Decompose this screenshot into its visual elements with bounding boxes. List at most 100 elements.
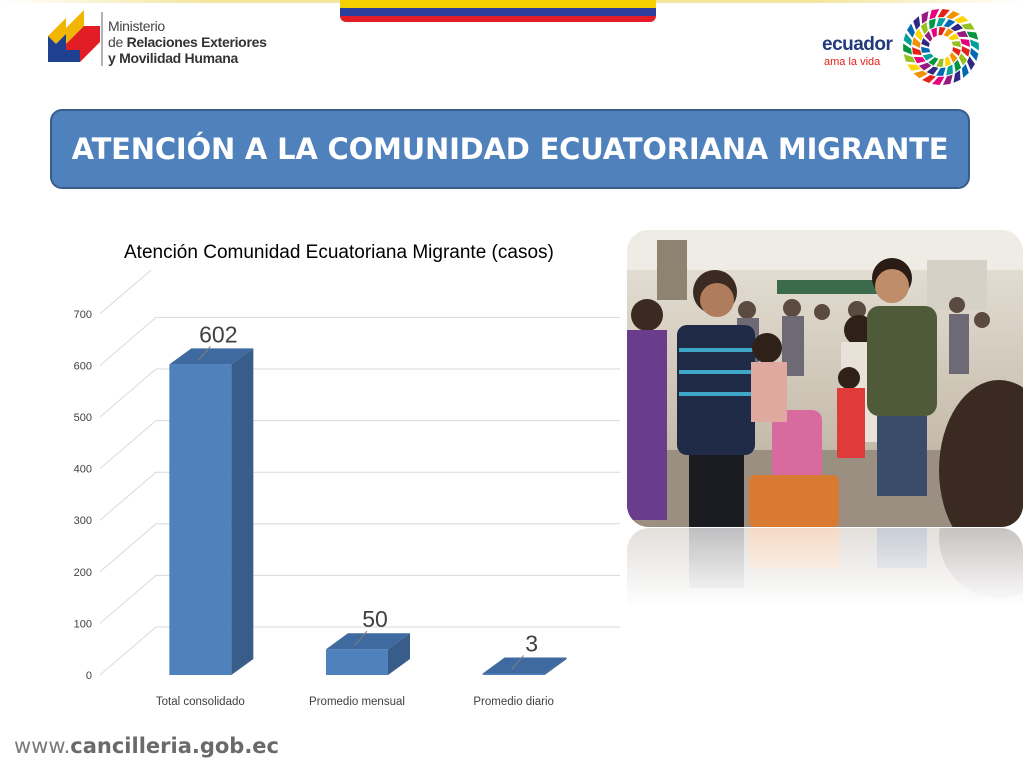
swirl-segment bbox=[936, 18, 946, 27]
swirl-segment bbox=[907, 64, 921, 71]
x-category-label: Promedio mensual bbox=[309, 696, 405, 708]
swirl-segment bbox=[970, 39, 979, 51]
page-title: ATENCIÓN A LA COMUNIDAD ECUATORIANA MIGR… bbox=[71, 132, 949, 166]
grid-diagonal bbox=[99, 317, 157, 366]
swirl-segment bbox=[932, 76, 945, 85]
flag-strip bbox=[340, 0, 656, 22]
url-prefix: www. bbox=[14, 734, 71, 758]
swirl-segment bbox=[945, 56, 951, 67]
chart-title: Atención Comunidad Ecuatoriana Migrante … bbox=[124, 242, 554, 263]
swirl-segment bbox=[903, 32, 912, 47]
swirl-segment bbox=[913, 57, 926, 64]
swirl-segment bbox=[967, 56, 975, 71]
website-url: www.cancilleria.gob.ec bbox=[14, 734, 279, 758]
data-label: 3 bbox=[525, 630, 538, 656]
swirl-segment bbox=[922, 74, 936, 84]
data-label: 602 bbox=[199, 321, 237, 347]
swirl-segment bbox=[943, 28, 954, 37]
people-photo-image bbox=[627, 230, 1023, 527]
swirl-segment bbox=[958, 53, 968, 66]
bar-front bbox=[326, 649, 388, 675]
y-tick-label: 600 bbox=[74, 360, 92, 372]
bar-top bbox=[169, 348, 254, 365]
swirl-segment bbox=[918, 62, 932, 71]
swirl-segment bbox=[937, 9, 950, 18]
bar-top bbox=[326, 633, 410, 650]
ministry-arrow-icon bbox=[48, 10, 103, 66]
bar-side bbox=[544, 657, 567, 675]
bar-chart: 0 100 200 300 400 500 600 700 602 Total consolida… bbox=[74, 270, 620, 708]
grid-diagonal bbox=[99, 575, 157, 624]
colorful-swirl-icon bbox=[903, 9, 979, 85]
swirl-segment bbox=[903, 54, 916, 63]
swirl-segment bbox=[952, 47, 961, 56]
x-category-label: Promedio diario bbox=[473, 696, 554, 708]
swirl-segment bbox=[929, 9, 940, 20]
swirl-segment bbox=[961, 63, 969, 78]
title-banner: ATENCIÓN A LA COMUNIDAD ECUATORIANA MIGR… bbox=[50, 109, 970, 189]
swirl-segment bbox=[913, 16, 921, 31]
y-tick-label: 200 bbox=[74, 567, 92, 579]
swirl-segment bbox=[920, 21, 928, 35]
swirl-segment bbox=[951, 41, 961, 48]
swirl-segment bbox=[936, 67, 946, 76]
bar-front bbox=[169, 364, 232, 675]
swirl-segment bbox=[954, 15, 969, 24]
swirl-segment bbox=[942, 74, 953, 85]
ministry-line-2-prefix: de bbox=[108, 34, 127, 50]
swirl-segment bbox=[921, 38, 930, 47]
data-label-leader bbox=[511, 655, 525, 670]
ecuador-wordmark: ecuador bbox=[822, 34, 893, 55]
swirl-segment bbox=[943, 19, 956, 28]
swirl-segment bbox=[907, 23, 915, 38]
swirl-segment bbox=[949, 52, 958, 63]
swirl-segment bbox=[903, 43, 912, 55]
swirl-segment bbox=[946, 64, 953, 76]
swirl-segment bbox=[912, 47, 922, 56]
swirl-segment bbox=[922, 53, 934, 61]
grid-diagonal bbox=[99, 471, 157, 521]
swirl-segment bbox=[924, 31, 933, 42]
swirl-segment bbox=[931, 27, 937, 38]
swirl-segment bbox=[953, 70, 961, 83]
swirl-segment bbox=[921, 11, 929, 24]
data-label-leader bbox=[197, 346, 211, 361]
ministry-line-3: y Movilidad Humana bbox=[108, 50, 238, 66]
y-tick-label: 700 bbox=[74, 309, 92, 321]
ministry-line-2-bold: Relaciones Exteriores bbox=[126, 34, 267, 50]
bar-front bbox=[482, 673, 545, 675]
grid-diagonal bbox=[99, 626, 157, 676]
grid-diagonal bbox=[99, 523, 157, 573]
swirl-segment bbox=[956, 30, 969, 37]
swirl-segment bbox=[936, 58, 944, 67]
swirl-segment bbox=[961, 45, 970, 57]
bar-top bbox=[482, 657, 567, 674]
swirl-segment bbox=[929, 18, 936, 30]
grid-diagonal bbox=[99, 368, 157, 418]
y-tick-label: 400 bbox=[74, 464, 92, 476]
swirl-segment bbox=[921, 46, 931, 53]
swirl-segment bbox=[961, 23, 975, 30]
ecuador-tagline: ama la vida bbox=[824, 56, 881, 68]
swirl-segment bbox=[912, 37, 921, 49]
swirl-segment bbox=[948, 33, 960, 41]
swirl-segment bbox=[928, 57, 939, 66]
ministry-logo: Ministerio de Relaciones Exteriores y Mo… bbox=[44, 6, 284, 70]
swirl-segment bbox=[946, 10, 960, 20]
swirl-segment bbox=[913, 70, 928, 79]
bar-side bbox=[388, 633, 410, 675]
swirl-segment bbox=[970, 47, 979, 62]
y-tick-label: 300 bbox=[74, 515, 92, 527]
swirl-segment bbox=[950, 23, 964, 32]
ecuador-logo: ecuador ama la vida bbox=[822, 8, 982, 85]
photo-reflection-image bbox=[627, 528, 1023, 608]
grid-diagonal bbox=[99, 420, 157, 469]
y-tick-label: 100 bbox=[74, 618, 92, 630]
photo-reflection bbox=[627, 528, 1023, 608]
swirl-segment bbox=[954, 59, 962, 73]
data-label-leader bbox=[354, 630, 368, 646]
ministry-line-1: Ministerio bbox=[108, 18, 165, 34]
data-label: 50 bbox=[362, 606, 388, 632]
swirl-segment bbox=[966, 31, 979, 40]
url-domain: cancilleria.gob.ec bbox=[70, 734, 279, 758]
